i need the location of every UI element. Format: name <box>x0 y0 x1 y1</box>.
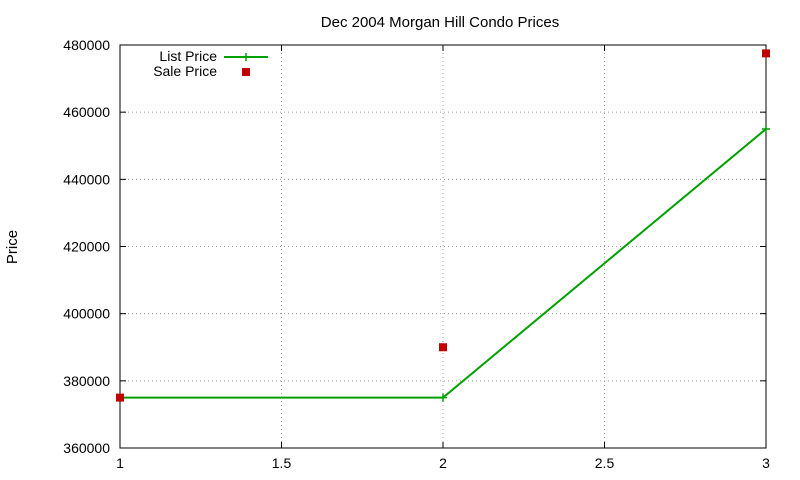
y-tick-label: 480000 <box>63 37 110 53</box>
x-tick-label: 1.5 <box>272 455 292 471</box>
chart-title: Dec 2004 Morgan Hill Condo Prices <box>321 14 559 31</box>
sale-price-point <box>762 49 770 58</box>
sale-price-point <box>439 343 447 352</box>
x-tick-label: 1 <box>116 455 124 471</box>
y-tick-label: 380000 <box>63 373 110 389</box>
x-tick-label: 2.5 <box>595 455 615 471</box>
y-tick-label: 420000 <box>63 239 110 255</box>
legend-marker-list-price <box>242 53 250 61</box>
series <box>116 49 770 402</box>
legend-label-sale-price: Sale Price <box>153 63 217 79</box>
axis-ticks: 1 1.5 2 2.5 3 360000 380000 400000 420000 440000 4… <box>63 37 770 471</box>
x-tick-label: 2 <box>439 455 447 471</box>
legend-marker-sale-price <box>242 68 250 76</box>
y-tick-label: 460000 <box>63 104 110 120</box>
list-price-point <box>762 124 770 133</box>
y-tick-label: 360000 <box>63 440 110 456</box>
legend-label-list-price: List Price <box>159 48 217 64</box>
sale-price-point <box>116 393 124 402</box>
y-axis-label: Price <box>4 230 21 264</box>
list-price-point <box>439 393 447 402</box>
y-tick-label: 440000 <box>63 171 110 187</box>
y-tick-label: 400000 <box>63 306 110 322</box>
x-tick-label: 3 <box>762 455 770 471</box>
